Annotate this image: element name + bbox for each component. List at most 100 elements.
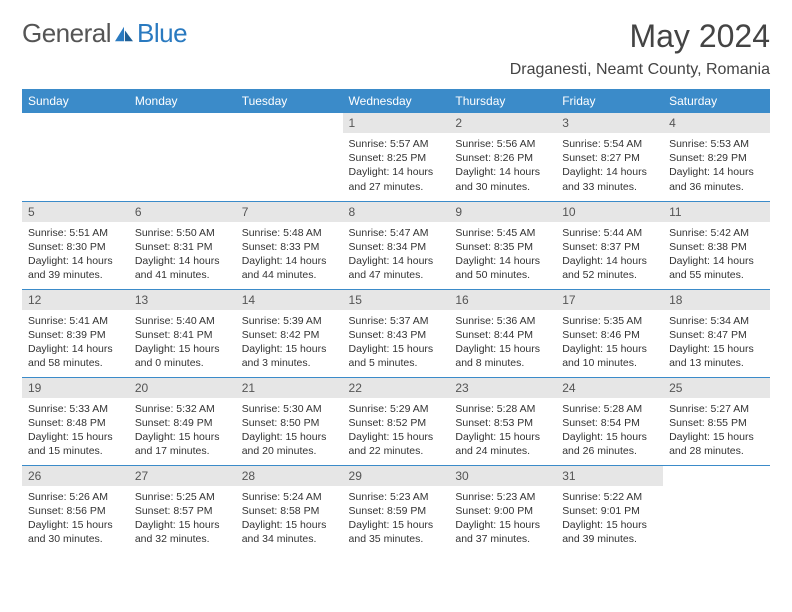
day-details: Sunrise: 5:57 AMSunset: 8:25 PMDaylight:… <box>343 133 450 200</box>
day-number: 20 <box>129 378 236 398</box>
calendar-row: 1Sunrise: 5:57 AMSunset: 8:25 PMDaylight… <box>22 113 770 201</box>
sunset-line: Sunset: 8:56 PM <box>28 504 123 518</box>
sunrise-line: Sunrise: 5:23 AM <box>455 490 550 504</box>
sunset-line: Sunset: 8:35 PM <box>455 240 550 254</box>
day-number: 19 <box>22 378 129 398</box>
sunset-line: Sunset: 8:49 PM <box>135 416 230 430</box>
sunset-line: Sunset: 8:50 PM <box>242 416 337 430</box>
weekday-header: Saturday <box>663 89 770 113</box>
sunset-line: Sunset: 9:00 PM <box>455 504 550 518</box>
logo-text-general: General <box>22 18 111 49</box>
day-details: Sunrise: 5:30 AMSunset: 8:50 PMDaylight:… <box>236 398 343 465</box>
day-details: Sunrise: 5:28 AMSunset: 8:53 PMDaylight:… <box>449 398 556 465</box>
sunrise-line: Sunrise: 5:44 AM <box>562 226 657 240</box>
day-number: 8 <box>343 202 450 222</box>
day-details: Sunrise: 5:36 AMSunset: 8:44 PMDaylight:… <box>449 310 556 377</box>
calendar-cell: 24Sunrise: 5:28 AMSunset: 8:54 PMDayligh… <box>556 377 663 465</box>
day-details: Sunrise: 5:32 AMSunset: 8:49 PMDaylight:… <box>129 398 236 465</box>
sunrise-line: Sunrise: 5:42 AM <box>669 226 764 240</box>
calendar-cell: 12Sunrise: 5:41 AMSunset: 8:39 PMDayligh… <box>22 289 129 377</box>
day-number: 25 <box>663 378 770 398</box>
calendar-cell: 10 Sunrise: 5:44 AMSunset: 8:37 PMDayligh… <box>556 201 663 289</box>
daylight-line: Daylight: 14 hours and 41 minutes. <box>135 254 230 282</box>
empty-day <box>129 113 236 133</box>
sunrise-line: Sunrise: 5:28 AM <box>455 402 550 416</box>
weekday-header: Friday <box>556 89 663 113</box>
sunset-line: Sunset: 8:57 PM <box>135 504 230 518</box>
sunset-line: Sunset: 8:52 PM <box>349 416 444 430</box>
calendar-cell <box>236 113 343 201</box>
daylight-line: Daylight: 15 hours and 0 minutes. <box>135 342 230 370</box>
daylight-line: Daylight: 14 hours and 52 minutes. <box>562 254 657 282</box>
day-number: 22 <box>343 378 450 398</box>
daylight-line: Daylight: 14 hours and 47 minutes. <box>349 254 444 282</box>
calendar-cell <box>129 113 236 201</box>
sunset-line: Sunset: 8:46 PM <box>562 328 657 342</box>
day-details: Sunrise: 5:45 AMSunset: 8:35 PMDaylight:… <box>449 222 556 289</box>
sunset-line: Sunset: 8:37 PM <box>562 240 657 254</box>
calendar-cell: 9Sunrise: 5:45 AMSunset: 8:35 PMDaylight… <box>449 201 556 289</box>
calendar-cell: 29Sunrise: 5:23 AMSunset: 8:59 PMDayligh… <box>343 465 450 553</box>
daylight-line: Daylight: 14 hours and 36 minutes. <box>669 165 764 193</box>
day-number: 12 <box>22 290 129 310</box>
sunset-line: Sunset: 8:48 PM <box>28 416 123 430</box>
daylight-line: Daylight: 15 hours and 30 minutes. <box>28 518 123 546</box>
weekday-header-row: SundayMondayTuesdayWednesdayThursdayFrid… <box>22 89 770 113</box>
calendar-cell <box>663 465 770 553</box>
day-number: 10 <box>556 202 663 222</box>
calendar-cell: 18Sunrise: 5:34 AMSunset: 8:47 PMDayligh… <box>663 289 770 377</box>
calendar-cell: 25Sunrise: 5:27 AMSunset: 8:55 PMDayligh… <box>663 377 770 465</box>
daylight-line: Daylight: 15 hours and 3 minutes. <box>242 342 337 370</box>
calendar-row: 5Sunrise: 5:51 AMSunset: 8:30 PMDaylight… <box>22 201 770 289</box>
calendar-cell: 20Sunrise: 5:32 AMSunset: 8:49 PMDayligh… <box>129 377 236 465</box>
day-details: Sunrise: 5:56 AMSunset: 8:26 PMDaylight:… <box>449 133 556 200</box>
day-details: Sunrise: 5:54 AMSunset: 8:27 PMDaylight:… <box>556 133 663 200</box>
calendar-cell: 22Sunrise: 5:29 AMSunset: 8:52 PMDayligh… <box>343 377 450 465</box>
sunrise-line: Sunrise: 5:33 AM <box>28 402 123 416</box>
sunrise-line: Sunrise: 5:30 AM <box>242 402 337 416</box>
calendar-cell: 8Sunrise: 5:47 AMSunset: 8:34 PMDaylight… <box>343 201 450 289</box>
sunrise-line: Sunrise: 5:51 AM <box>28 226 123 240</box>
sunset-line: Sunset: 8:26 PM <box>455 151 550 165</box>
day-number: 16 <box>449 290 556 310</box>
weekday-header: Thursday <box>449 89 556 113</box>
sunset-line: Sunset: 8:43 PM <box>349 328 444 342</box>
daylight-line: Daylight: 15 hours and 26 minutes. <box>562 430 657 458</box>
day-number: 27 <box>129 466 236 486</box>
day-number: 7 <box>236 202 343 222</box>
daylight-line: Daylight: 15 hours and 8 minutes. <box>455 342 550 370</box>
calendar-cell: 5Sunrise: 5:51 AMSunset: 8:30 PMDaylight… <box>22 201 129 289</box>
day-details: Sunrise: 5:26 AMSunset: 8:56 PMDaylight:… <box>22 486 129 553</box>
empty-day <box>236 113 343 133</box>
calendar-cell <box>22 113 129 201</box>
calendar-cell: 4Sunrise: 5:53 AMSunset: 8:29 PMDaylight… <box>663 113 770 201</box>
sunset-line: Sunset: 8:31 PM <box>135 240 230 254</box>
calendar-cell: 13Sunrise: 5:40 AMSunset: 8:41 PMDayligh… <box>129 289 236 377</box>
weekday-header: Sunday <box>22 89 129 113</box>
sunset-line: Sunset: 8:25 PM <box>349 151 444 165</box>
daylight-line: Daylight: 15 hours and 32 minutes. <box>135 518 230 546</box>
day-number: 1 <box>343 113 450 133</box>
day-details: Sunrise: 5:34 AMSunset: 8:47 PMDaylight:… <box>663 310 770 377</box>
sunrise-line: Sunrise: 5:48 AM <box>242 226 337 240</box>
day-number: 9 <box>449 202 556 222</box>
daylight-line: Daylight: 14 hours and 44 minutes. <box>242 254 337 282</box>
day-details: Sunrise: 5:47 AMSunset: 8:34 PMDaylight:… <box>343 222 450 289</box>
day-details: Sunrise: 5:33 AMSunset: 8:48 PMDaylight:… <box>22 398 129 465</box>
daylight-line: Daylight: 14 hours and 33 minutes. <box>562 165 657 193</box>
sunset-line: Sunset: 8:29 PM <box>669 151 764 165</box>
day-details: Sunrise: 5:37 AMSunset: 8:43 PMDaylight:… <box>343 310 450 377</box>
daylight-line: Daylight: 15 hours and 28 minutes. <box>669 430 764 458</box>
sunset-line: Sunset: 8:54 PM <box>562 416 657 430</box>
sunrise-line: Sunrise: 5:23 AM <box>349 490 444 504</box>
day-number: 6 <box>129 202 236 222</box>
calendar-cell: 21Sunrise: 5:30 AMSunset: 8:50 PMDayligh… <box>236 377 343 465</box>
daylight-line: Daylight: 14 hours and 27 minutes. <box>349 165 444 193</box>
sunrise-line: Sunrise: 5:47 AM <box>349 226 444 240</box>
day-details: Sunrise: 5:42 AMSunset: 8:38 PMDaylight:… <box>663 222 770 289</box>
calendar-cell: 11Sunrise: 5:42 AMSunset: 8:38 PMDayligh… <box>663 201 770 289</box>
calendar-cell: 15Sunrise: 5:37 AMSunset: 8:43 PMDayligh… <box>343 289 450 377</box>
day-number: 30 <box>449 466 556 486</box>
sunset-line: Sunset: 8:27 PM <box>562 151 657 165</box>
daylight-line: Daylight: 15 hours and 24 minutes. <box>455 430 550 458</box>
